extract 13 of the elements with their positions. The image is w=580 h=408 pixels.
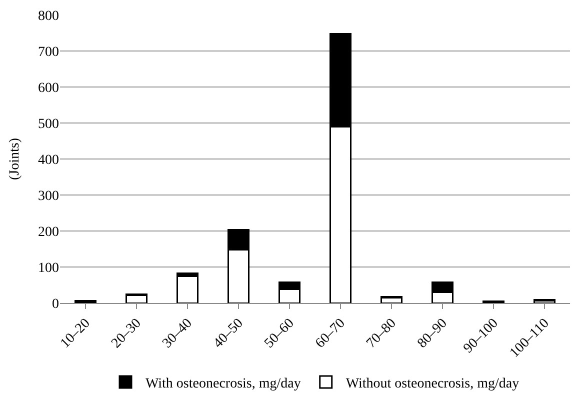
y-tick-label: 700 [38, 44, 59, 60]
y-tick-label: 300 [38, 188, 59, 204]
y-tick-label: 800 [38, 8, 59, 24]
y-tick-label: 200 [38, 224, 59, 240]
bar [176, 275, 198, 303]
y-tick-label: 500 [38, 116, 59, 132]
y-tick-label: 600 [38, 80, 59, 96]
y-tick-label: 400 [38, 152, 59, 168]
y-tick-label: 100 [38, 260, 59, 276]
y-tick-label: 0 [52, 296, 59, 312]
y-axis-title: (Joints) [8, 138, 23, 180]
legend-label: Without osteonecrosis, mg/day [346, 376, 520, 392]
legend-label: With osteonecrosis, mg/day [146, 376, 301, 392]
